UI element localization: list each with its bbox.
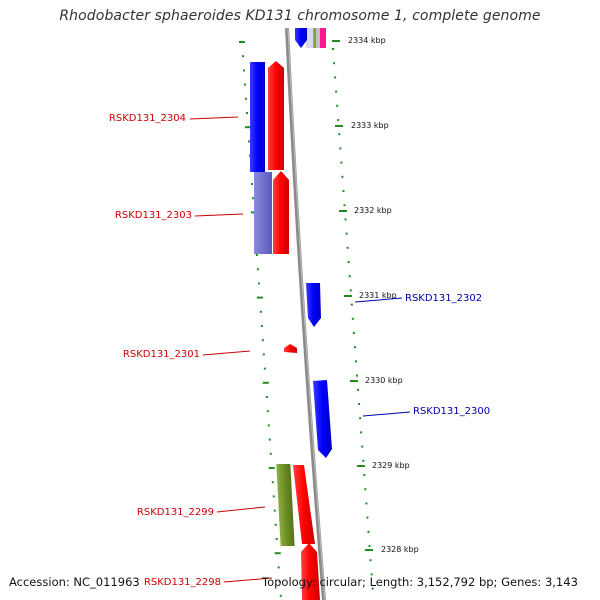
ruler-label-2331: 2331 kbp — [359, 291, 397, 300]
ruler-label-2334: 2334 kbp — [348, 36, 386, 45]
outer-tick-marks — [332, 48, 374, 590]
gene-label-2302[interactable]: RSKD131_2302 — [405, 293, 482, 304]
gene-RSKD131_2301[interactable] — [284, 344, 297, 353]
gene-label-2300[interactable]: RSKD131_2300 — [413, 406, 490, 417]
gene-2303-purple-block — [254, 172, 272, 254]
ruler: 2334 kbp 2333 kbp 2332 kbp 2331 kbp 2330… — [332, 36, 419, 554]
gene-2304-arrow — [268, 61, 284, 170]
gene-RSKD131_2302[interactable] — [306, 283, 321, 327]
accession-text: Accession: NC_011963 — [9, 575, 140, 589]
top-partial-features — [295, 28, 326, 48]
gene-2298-arrow — [301, 543, 320, 600]
gene-2299-arrow — [293, 465, 315, 544]
gene-RSKD131_2304[interactable] — [250, 61, 284, 172]
gene-2300-arrow — [313, 380, 332, 458]
gene-RSKD131_2300[interactable] — [313, 380, 332, 458]
partial-gene-pink — [319, 28, 326, 48]
ruler-label-2332: 2332 kbp — [354, 206, 392, 215]
partial-gene-arrow — [295, 28, 307, 48]
chromosome-backbone — [285, 27, 326, 600]
gene-2303-arrow — [273, 171, 289, 254]
ruler-label-2330: 2330 kbp — [365, 376, 403, 385]
chromosome-backbone-highlight — [287, 27, 326, 600]
gene-label-2301[interactable]: RSKD131_2301 — [123, 349, 200, 360]
gene-2304-blue-block — [250, 62, 265, 172]
gene-label-2298[interactable]: RSKD131_2298 — [144, 577, 221, 588]
gene-RSKD131_2303[interactable] — [254, 171, 289, 254]
map-title: Rhodobacter sphaeroides KD131 chromosome… — [59, 8, 541, 24]
gene-2301-arrow — [284, 344, 297, 353]
ruler-label-2329: 2329 kbp — [372, 461, 410, 470]
gene-label-2303[interactable]: RSKD131_2303 — [115, 210, 192, 221]
ruler-label-2328: 2328 kbp — [381, 545, 419, 554]
gene-label-2304[interactable]: RSKD131_2304 — [109, 113, 186, 124]
partial-gene-grey — [316, 28, 320, 48]
gene-labels: RSKD131_2304 RSKD131_2303 RSKD131_2302 R… — [109, 113, 490, 588]
gene-2302-arrow — [306, 283, 321, 327]
topology-text: Topology: circular; Length: 3,152,792 bp… — [262, 575, 578, 589]
gene-2299-olive-block — [276, 464, 295, 546]
gene-RSKD131_2298[interactable] — [301, 543, 320, 600]
gene-label-2299[interactable]: RSKD131_2299 — [137, 507, 214, 518]
ruler-label-2333: 2333 kbp — [351, 121, 389, 130]
gene-RSKD131_2299[interactable] — [276, 464, 315, 546]
